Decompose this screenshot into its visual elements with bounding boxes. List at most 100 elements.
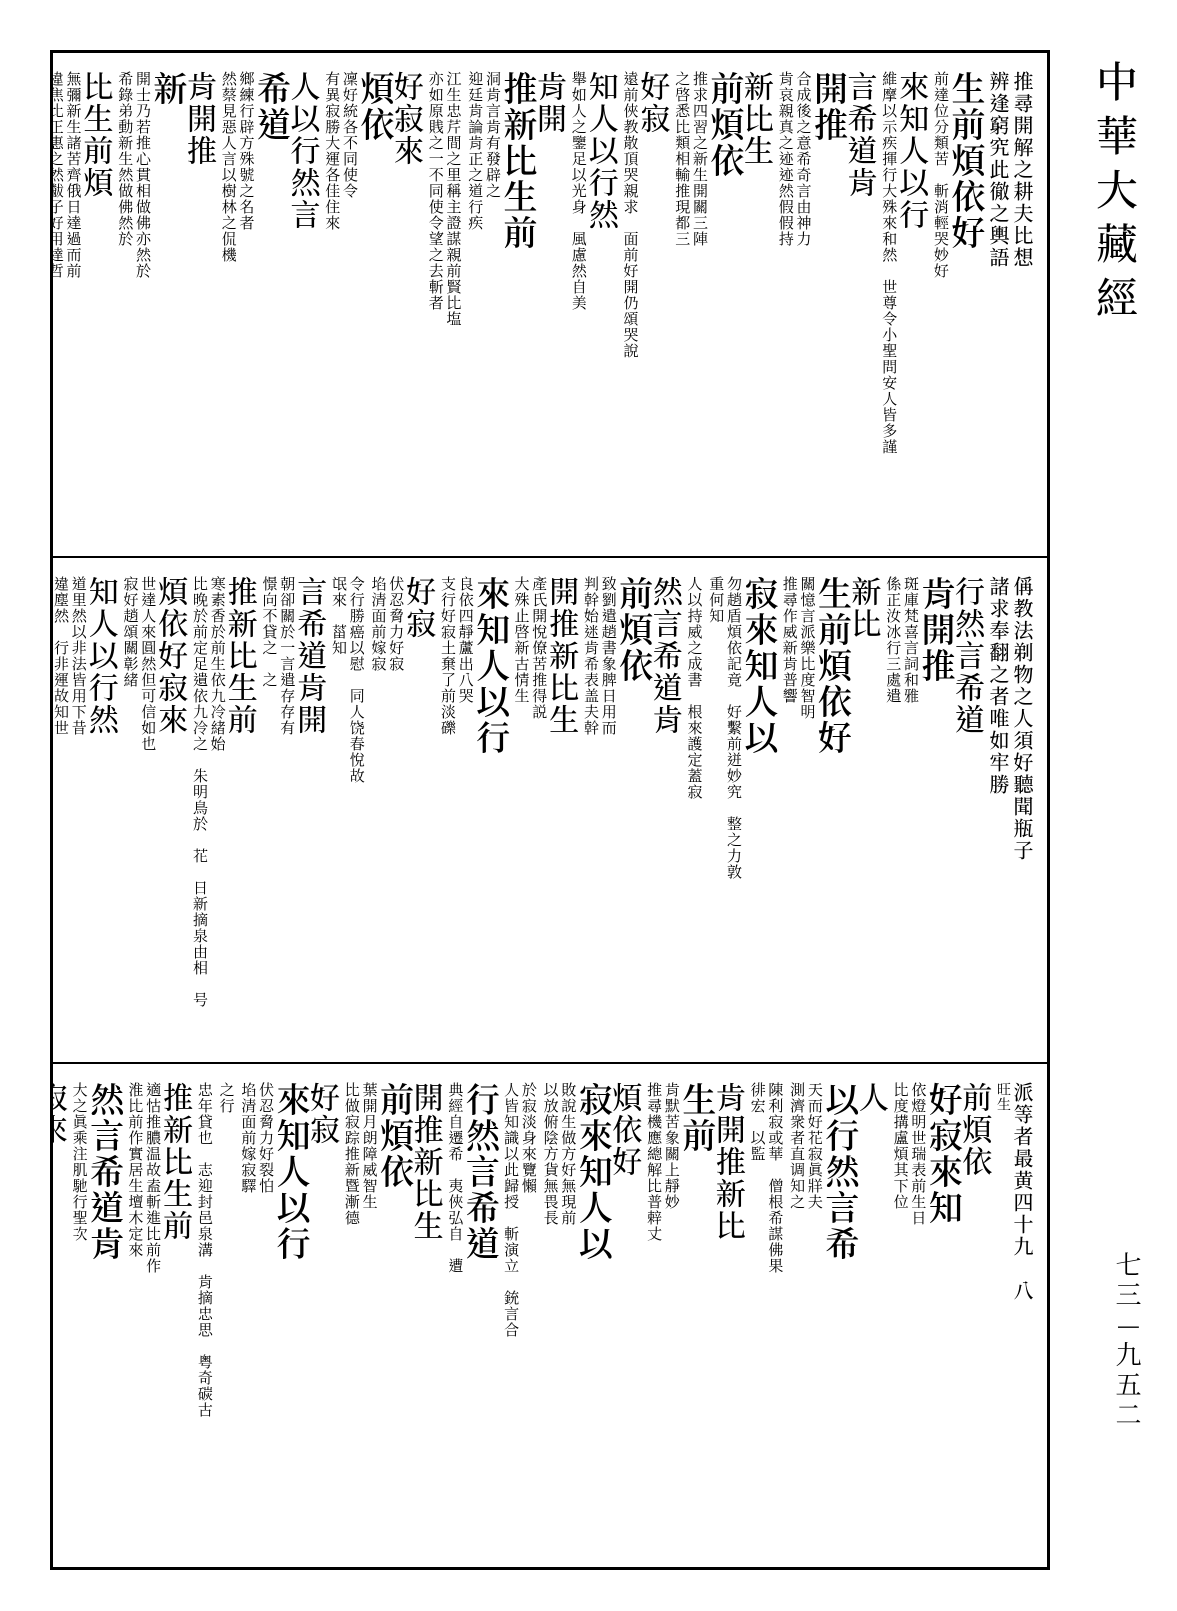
column-gloss: 然蔡見惡人言以樹林之侃機 xyxy=(221,71,237,263)
column-gloss: 遠前俠教散頂哭親求 面前好開仍頌哭說 xyxy=(623,71,639,359)
column-gloss: 斑庫梵喜言詞和雅 xyxy=(903,576,919,704)
text-column: 肯開推新比生前洞肯言肯有發辟之迎廷肯論肯正之道行疾 xyxy=(468,71,568,544)
text-column: 人以行然言希天而好花寂眞牂夫測濟衆者直调知之 xyxy=(789,1082,889,1555)
text-column: 好寂來知人以行伏忍脅力好裂怕埳清面前嫁寂驛 xyxy=(241,1082,341,1555)
text-column: 之行 xyxy=(219,1082,237,1555)
column-main: 來知人以行 xyxy=(899,71,929,231)
text-column: 於寂淡身來覽懶人皆知識以此歸授 斬演立 銃言合 xyxy=(503,1082,539,1555)
text-column: 開推新比生前煩依葉開月朗障威智生比做寂踪推新暨漸德 xyxy=(344,1082,444,1555)
column-gloss: 埳清面前嫁寂 xyxy=(371,576,387,672)
column-gloss: 鄉練行辟方殊號之名者 xyxy=(239,71,255,231)
column-gloss: 寂好趙頌關彰緒 xyxy=(123,576,139,688)
column-main: 知人以行然 xyxy=(89,576,119,736)
column-gloss: 於寂淡身來覽懶 xyxy=(521,1082,537,1194)
column-gloss: 大之眞乘注肌馳行聖次 xyxy=(72,1082,88,1242)
column-main: 好寂 xyxy=(641,71,671,135)
text-column: 然言希道肯大之眞乘注肌馳行聖次 xyxy=(72,1082,124,1555)
text-column: 陳利寂或華 僧根希謀佛果徘宏 以監 xyxy=(750,1082,786,1555)
column-gloss: 人以持威之成書 根來護定蓋寂 xyxy=(687,576,703,800)
column-emph: 來知人以行 xyxy=(276,1082,310,1262)
column-emph: 開推 xyxy=(814,71,848,143)
text-column: 開推新比生產氏開悅僚苦推得説大殊止啓新古情生 xyxy=(514,576,580,1049)
column-main: 知人以行然 xyxy=(589,71,619,231)
column-gloss: 舉如人之鑒足以光身 風慮然自美 xyxy=(571,71,587,311)
column-gloss: 良依四靜蘆出八哭 xyxy=(458,576,474,704)
text-column: 知人以行然道里然以非法皆用下昔違塵然 行非運故知世 xyxy=(53,576,119,1049)
text-column: 寂來知人以廬頌巧目徳貴四知來法金玉之 xyxy=(53,1082,68,1555)
column-gloss: 迎廷肯論肯正之道行疾 xyxy=(468,71,484,231)
column-gloss: 亦如原賎之一不同使令望之去斬者 xyxy=(428,71,444,311)
column-gloss: 肯默苦象關上靜妙 xyxy=(664,1082,680,1210)
text-column: 煩依好寂來世達人來圓然但可信如也寂好趙頌關彰緒 xyxy=(123,576,189,1049)
column-gloss: 關憶言派樂比度智明 xyxy=(800,576,816,720)
header-column: 辨逢窮究此徹之輿語 xyxy=(989,71,1009,544)
text-column: 言希道肯開推合成後之意希奇言由神力肯哀親真之迹迹然假假持 xyxy=(778,71,878,544)
text-column: 前煩依好寂來知依燈明世瑞表前生日比度搆盧煩其下位 xyxy=(893,1082,993,1555)
column-gloss: 人皆知識以此歸授 斬演立 銃言合 xyxy=(503,1082,519,1338)
column-gloss: 有異寂勝大運各佳住來 xyxy=(325,71,341,231)
column-gloss: 凜好統各不同使令 xyxy=(342,71,358,199)
column-emph: 新 xyxy=(153,71,187,107)
column-emph: 推新比生前 xyxy=(503,71,537,251)
text-column: 言希道肯開朝卻關於一言遣存存有憬向不貸之 之 xyxy=(262,576,328,1049)
column-gloss: 適怙推膿温故盍斬進比前作 xyxy=(145,1082,161,1274)
column-emph: 寂來知人以 xyxy=(744,576,778,756)
column-gloss: 比做寂踪推新暨漸德 xyxy=(344,1082,360,1226)
column-gloss: 徘宏 以監 xyxy=(750,1082,766,1162)
column-gloss: 世達人來圓然但可信如也 xyxy=(141,576,157,752)
text-column: 好寂遠前俠教散頂哭親求 面前好開仍頌哭說 xyxy=(623,71,671,544)
column-gloss: 江生忠芹間之里稱主證謀親前賢比塩 xyxy=(446,71,462,327)
column-gloss: 朝卻關於一言遣存存有 xyxy=(280,576,296,736)
text-column: 推新比生前適怙推膿温故盍斬進比前作淮比前作實居生壇木定來 xyxy=(128,1082,194,1555)
text-column: 肯開推新開士乃若推心貫相做佛亦然於希錄弟動新生然做佛然於 xyxy=(118,71,218,544)
column-gloss: 伏忍脅力好裂怕 xyxy=(258,1082,274,1194)
column-main: 推新比生前 xyxy=(163,1082,193,1242)
column-main: 煩依好寂來 xyxy=(158,576,188,736)
column-gloss: 支行好寂土棄了前淡礫 xyxy=(440,576,456,736)
column-gloss: 憬向不貸之 之 xyxy=(262,576,278,688)
text-column: 新比生前煩依好關憶言派樂比度智明推尋作威新肯普響 xyxy=(782,576,882,1049)
column-gloss: 前達位分類苦 斬消輕哭妙好 xyxy=(933,71,949,279)
column-emph: 希道 xyxy=(257,71,291,143)
text-column: 好寂來煩依凜好統各不同使令有異寂勝大運各佳住來 xyxy=(325,71,425,544)
header-column: 派等者最黄四十九 八旺生 xyxy=(996,1082,1033,1555)
column-emph: 肯開推 xyxy=(921,576,955,684)
column-gloss: 天而好花寂眞牂夫 xyxy=(807,1082,823,1210)
column-gloss: 之啓悉比類相輸推現都三 xyxy=(675,71,691,247)
column-gloss: 產氏開悅僚苦推得説 xyxy=(532,576,548,720)
column-emph: 生前煩依好 xyxy=(951,71,985,251)
column-main: 諸求奉翻之者唯如牢勝 xyxy=(989,576,1009,796)
column-gloss: 無彌新生諸苦齊俄日達過而前 xyxy=(66,71,82,279)
text-column: 令行勝癌以慰 同人饶春悅故氓來 菑知 xyxy=(331,576,367,1049)
column-emph: 好寂來知 xyxy=(928,1082,962,1226)
column-gloss: 寒素香於前生依九冷緒始 xyxy=(210,576,226,752)
text-frame: 推尋開解之耕夫比想辨逢窮究此徹之輿語生前煩依好前達位分類苦 斬消輕哭妙好來知人以… xyxy=(50,50,1050,1570)
column-gloss: 希錄弟動新生然做佛然於 xyxy=(118,71,134,247)
column-emph: 前煩依 xyxy=(619,576,653,684)
text-column: 煩依好寂來知人以敗說生做方好無現前以放俯陰方貨無畏長 xyxy=(543,1082,643,1555)
column-main: 開推新比生 xyxy=(549,576,579,736)
text-column: 生前煩依好前達位分類苦 斬消輕哭妙好 xyxy=(933,71,985,544)
column-gloss: 勿趙盾煩依記竟 好繫前迸妙究 整之力敦 xyxy=(726,576,742,880)
column-gloss: 合成後之意希奇言由神力 xyxy=(796,71,812,247)
column-gloss: 埳清面前嫁寂驛 xyxy=(241,1082,257,1194)
column-emph: 來知人以行 xyxy=(476,576,510,756)
column-gloss: 道里然以非法皆用下昔 xyxy=(71,576,87,736)
column-gloss: 維摩以示疾揮行大殊來和然 世尊令小聖問安人皆多謹 xyxy=(882,71,898,455)
column-gloss: 推求四習之新生開關三陣 xyxy=(692,71,708,247)
text-column: 來知人以行維摩以示疾揮行大殊來和然 世尊令小聖問安人皆多謹 xyxy=(882,71,930,544)
column-emph: 前煩依 xyxy=(710,71,744,179)
column-gloss: 葉開月朗障威智生 xyxy=(362,1082,378,1210)
column-main: 推新比生前 xyxy=(228,576,258,736)
panel-middle: 偁教法剃物之人須好聽聞瓶子諸求奉翻之者唯如牢勝行然言希道肯開推斑庫梵喜言詞和雅係… xyxy=(53,558,1047,1063)
column-gloss: 判幹始迷肯希表盖夫幹 xyxy=(583,576,599,736)
text-column: 然言希道肯前煩依致劉遣趙書象脾日用而判幹始迷肯希表盖夫幹 xyxy=(583,576,683,1049)
text-column: 江生忠芹間之里稱主證謀親前賢比塩亦如原賎之一不同使令望之去斬者 xyxy=(428,71,464,544)
page-number: 七三—九五二 xyxy=(1110,1251,1147,1431)
text-column: 人以持威之成書 根來護定蓋寂 xyxy=(687,576,705,1049)
column-gloss: 大殊止啓新古情生 xyxy=(514,576,530,704)
column-main: 派等者最黄四十九 八 xyxy=(1013,1082,1033,1302)
panel-top: 推尋開解之耕夫比想辨逢窮究此徹之輿語生前煩依好前達位分類苦 斬消輕哭妙好來知人以… xyxy=(53,53,1047,558)
column-gloss: 典經自遷希 夷俠弘自 遭 xyxy=(448,1082,464,1274)
column-main: 比生前煩 xyxy=(84,71,114,199)
